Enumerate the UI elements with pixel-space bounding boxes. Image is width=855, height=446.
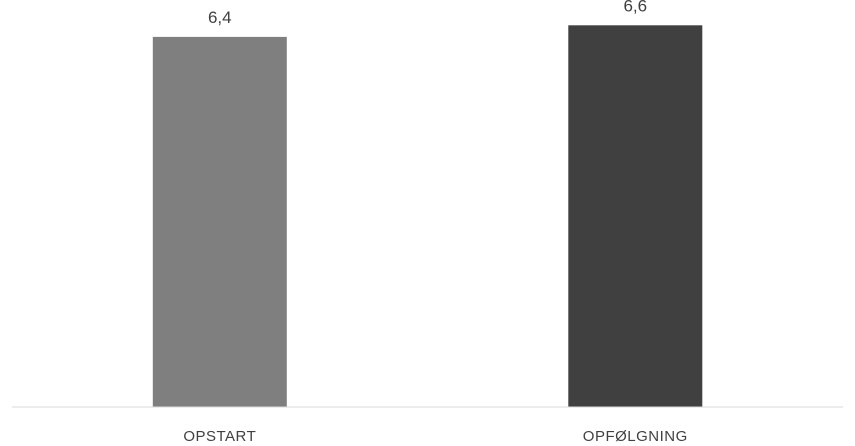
bar-opfolgning (568, 25, 703, 408)
bars-layer (152, 25, 703, 408)
category-label-opfolgning: OPFØLGNING (583, 428, 688, 445)
labels-layer: 6,4 OPSTART 6,6 OPFØLGNING (183, 0, 687, 445)
bar-opstart (152, 36, 287, 408)
data-label-opstart: 6,4 (208, 8, 232, 27)
category-label-opstart: OPSTART (183, 428, 256, 445)
data-label-opfolgning: 6,6 (623, 0, 647, 15)
